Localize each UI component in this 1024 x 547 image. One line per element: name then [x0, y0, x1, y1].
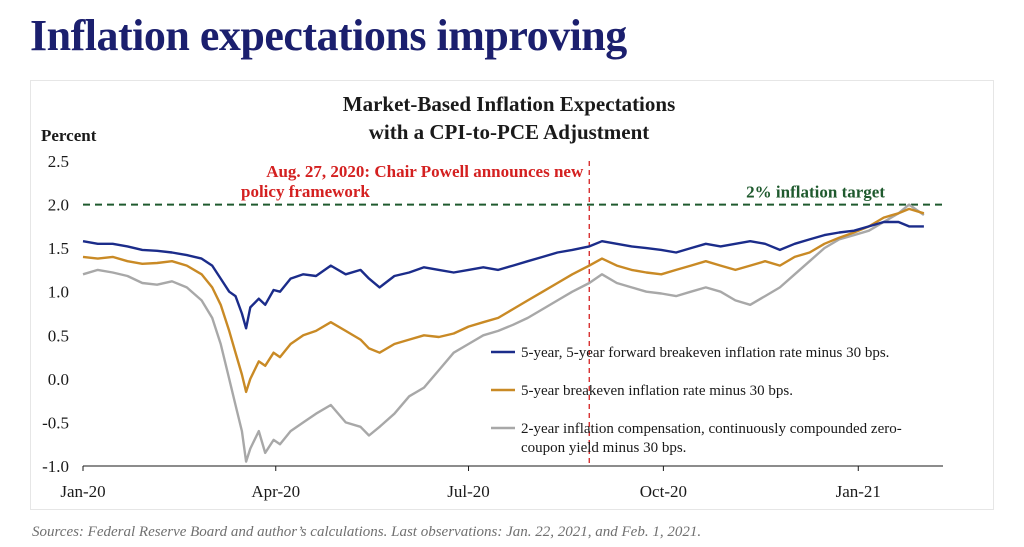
legend-item-5y-breakeven: 5-year breakeven inflation rate minus 30…	[491, 383, 793, 399]
chart-subtitle: with a CPI-to-PCE Adjustment	[369, 120, 650, 144]
inflation-expectations-chart: Market-Based Inflation Expectations with…	[41, 92, 943, 501]
axes: 2.5 2.0 1.5 1.0 0.5 0.0 -0.5 -1.0 Jan-20 Apr-20 Ju…	[42, 152, 943, 501]
legend-label: 5-year, 5-year forward breakeven inflati…	[521, 345, 889, 361]
x-tick-label: Jul-20	[447, 482, 490, 501]
slide-title: Inflation expectations improving	[30, 11, 627, 60]
x-tick-label: Jan-20	[60, 482, 105, 501]
chart-frame: Market-Based Inflation Expectations with…	[30, 80, 994, 510]
y-tick-label: 0.5	[48, 326, 69, 345]
y-tick-label: 2.5	[48, 152, 69, 171]
chart-title: Market-Based Inflation Expectations	[343, 92, 676, 116]
legend-label: 2-year inflation compensation, continuou…	[521, 421, 902, 437]
series-5y-breakeven-line	[82, 207, 925, 394]
y-tick-label: -1.0	[42, 457, 69, 476]
series-2y-compensation-line	[82, 203, 925, 463]
reference-lines	[83, 161, 943, 466]
x-tick-label: Apr-20	[251, 482, 300, 501]
powell-annotation-line-1: Aug. 27, 2020: Chair Powell announces ne…	[266, 162, 584, 181]
source-note: Sources: Federal Reserve Board and autho…	[32, 524, 702, 540]
y-tick-label: 0.0	[48, 370, 69, 389]
series-5y5y-forward-line	[82, 220, 924, 330]
legend-label-continued: coupon yield minus 30 bps.	[521, 440, 686, 456]
legend-item-2y-compensation: 2-year inflation compensation, continuou…	[491, 421, 902, 456]
y-tick-label: -0.5	[42, 413, 69, 432]
y-tick-label: 2.0	[48, 196, 69, 215]
legend: 5-year, 5-year forward breakeven inflati…	[491, 345, 902, 456]
x-tick-label: Jan-21	[836, 482, 881, 501]
y-axis-label: Percent	[41, 126, 97, 145]
y-tick-label: 1.0	[48, 283, 69, 302]
x-tick-label: Oct-20	[640, 482, 687, 501]
y-tick-label: 1.5	[48, 239, 69, 258]
powell-annotation-line-2: policy framework	[241, 182, 370, 201]
annotations: 2% inflation target Aug. 27, 2020: Chair …	[241, 162, 885, 202]
series-lines	[82, 203, 925, 463]
target-line-label: 2% inflation target	[746, 183, 885, 202]
legend-label: 5-year breakeven inflation rate minus 30…	[521, 383, 793, 399]
legend-item-5y5y-forward: 5-year, 5-year forward breakeven inflati…	[491, 345, 889, 361]
